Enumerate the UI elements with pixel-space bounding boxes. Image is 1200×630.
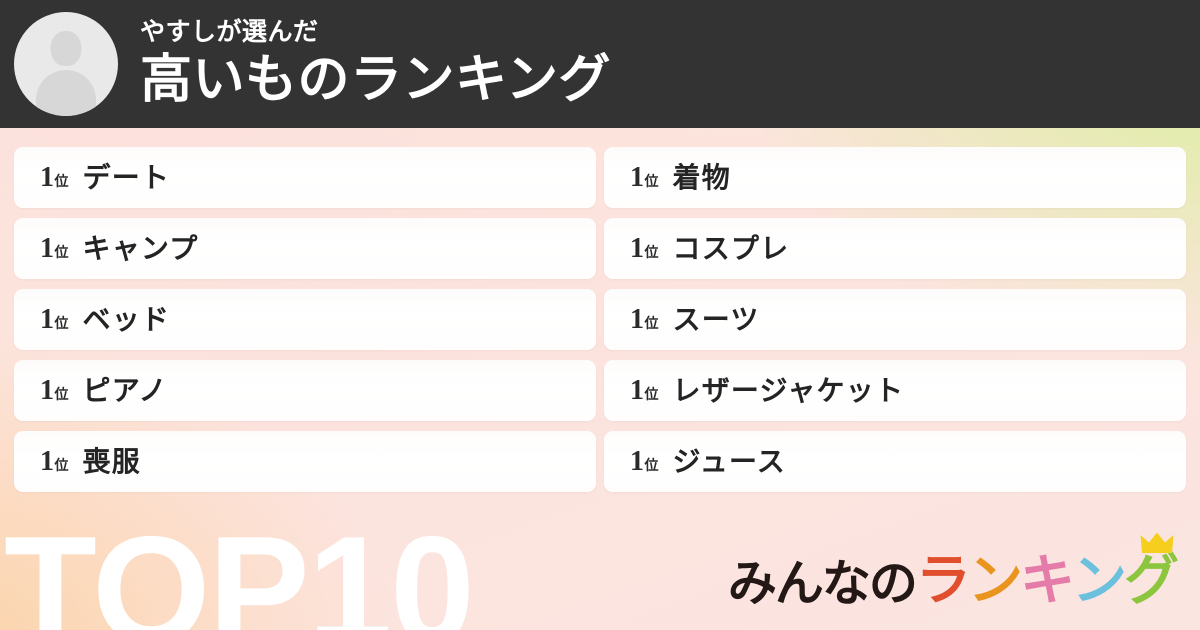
rank-unit: 位: [54, 385, 69, 402]
list-item-label: ベッド: [82, 303, 171, 335]
site-logo[interactable]: みんなの ラ ン キ ン グ: [727, 532, 1179, 612]
rank-unit: 位: [644, 385, 659, 402]
rank-unit: 位: [54, 172, 69, 189]
rank-unit: 位: [644, 456, 659, 473]
page-title: 高いものランキング: [140, 50, 611, 109]
rank-number: 1: [630, 303, 644, 335]
rank-number: 1: [630, 374, 644, 406]
header-subtitle: やすしが選んだ: [140, 18, 319, 47]
rank-unit: 位: [644, 172, 659, 189]
list-item-label: ジュース: [672, 445, 786, 477]
avatar-head-shape: [50, 31, 82, 66]
logo-text-colored: ラ ン キ ン グ: [915, 532, 1179, 612]
logo-char-gu: グ: [1123, 548, 1179, 612]
user-avatar-icon: [14, 12, 118, 116]
crown-icon: [1140, 532, 1174, 553]
logo-char-n2: ン: [1071, 548, 1127, 612]
logo-char-ra: ラ: [915, 548, 971, 612]
rank-unit: 位: [644, 314, 659, 331]
rank-number: 1: [630, 161, 644, 193]
top10-watermark: TOP10: [4, 505, 475, 630]
logo-char-n1: ン: [967, 548, 1023, 612]
rank-number: 1: [40, 303, 54, 335]
rank-unit: 位: [54, 456, 69, 473]
logo-char-ki: キ: [1019, 548, 1075, 612]
rank-unit: 位: [644, 243, 659, 260]
list-item-label: レザージャケット: [672, 374, 905, 406]
list-item-label: ピアノ: [82, 374, 168, 406]
rank-number: 1: [40, 161, 54, 193]
header-text-block: やすしが選んだ 高いものランキング: [140, 19, 611, 109]
rank-number: 1: [630, 445, 644, 477]
logo-text-plain: みんなの: [727, 555, 918, 612]
list-item-label: コスプレ: [672, 232, 790, 264]
rank-unit: 位: [54, 243, 69, 260]
list-item-label: スーツ: [672, 303, 760, 335]
poster-header: やすしが選んだ 高いものランキング: [0, 0, 1200, 128]
list-item-label: 着物: [672, 161, 731, 193]
rank-number: 1: [630, 232, 644, 264]
rank-number: 1: [40, 232, 54, 264]
rank-unit: 位: [54, 314, 69, 331]
avatar-body-shape: [36, 70, 96, 116]
rank-number: 1: [40, 445, 54, 477]
rank-number: 1: [40, 374, 54, 406]
list-item-label: デート: [82, 161, 171, 193]
list-item-label: キャンプ: [82, 232, 199, 264]
list-item-label: 喪服: [82, 445, 141, 477]
